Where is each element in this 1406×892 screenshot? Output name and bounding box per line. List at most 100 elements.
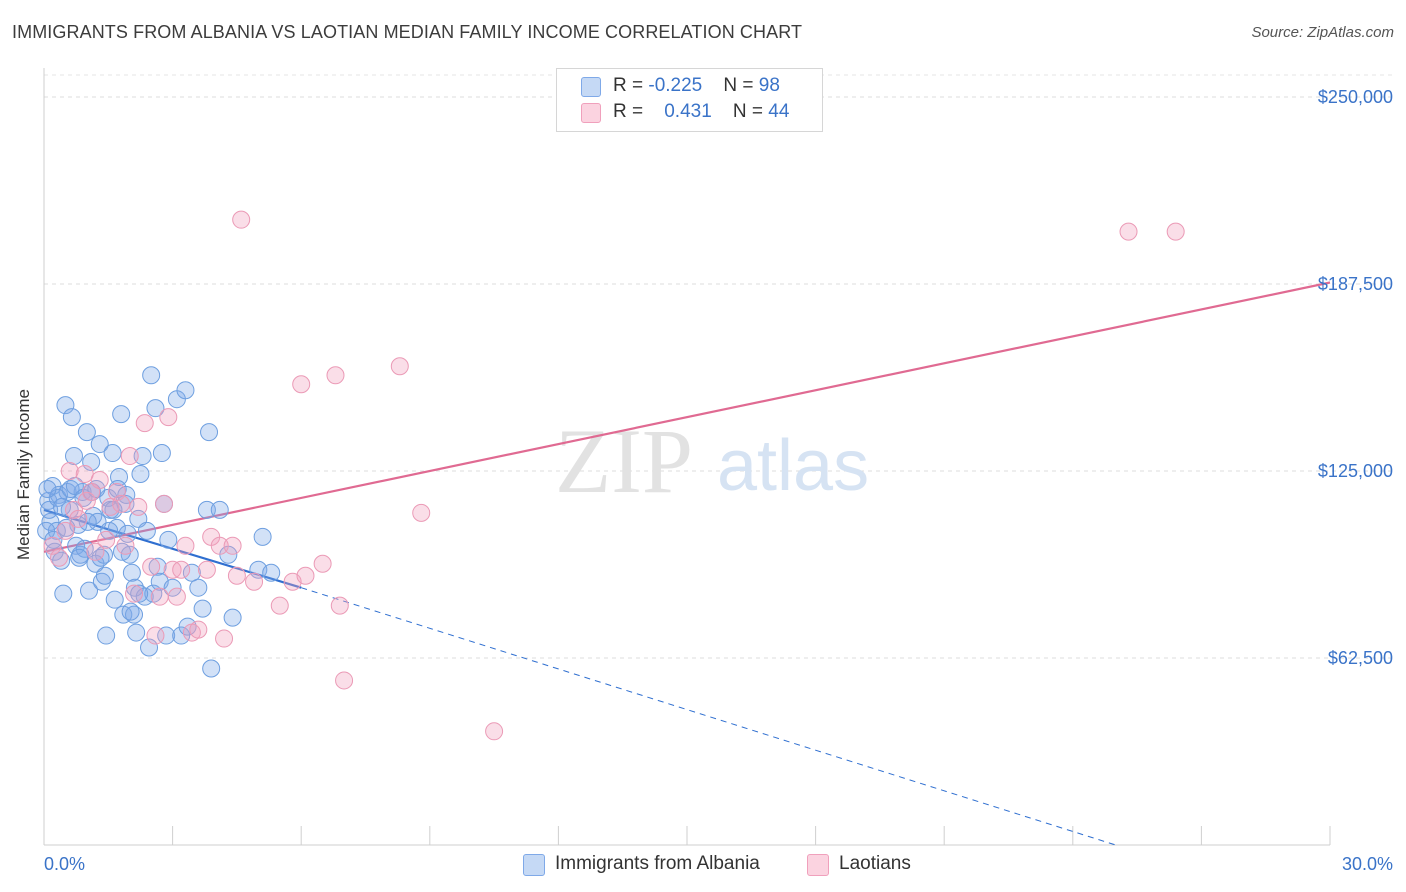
- watermark: ZIP atlas: [555, 410, 869, 512]
- albania-point-39: [122, 563, 141, 582]
- laotian-point-16: [120, 447, 139, 466]
- albania-point-94: [121, 602, 140, 621]
- laotian-point-13: [107, 482, 126, 501]
- laotian-point-11: [97, 530, 116, 549]
- albania-point-92: [113, 542, 132, 561]
- albania-point-56: [159, 530, 178, 549]
- albania-point-88: [95, 566, 114, 585]
- laotian-point-37: [232, 210, 251, 229]
- albania-point-6: [52, 551, 71, 570]
- laotian-point-26: [167, 587, 186, 606]
- y-tick-label-0: $62,500: [1328, 648, 1393, 668]
- albania-point-66: [200, 423, 219, 442]
- laotian-point-5: [69, 509, 88, 528]
- albania-point-97: [38, 479, 57, 498]
- albania-point-11: [62, 408, 81, 427]
- albania-point-68: [210, 500, 229, 519]
- laotian-point-28: [176, 536, 195, 555]
- albania-point-77: [48, 488, 67, 507]
- laotian-point-39: [270, 596, 289, 615]
- laotian-point-38: [245, 572, 264, 591]
- albania-point-60: [176, 381, 195, 400]
- laotian-point-17: [125, 584, 144, 603]
- laotian-point-47: [390, 357, 409, 376]
- laotian-point-12: [101, 497, 120, 516]
- laotian-point-48: [412, 503, 431, 522]
- laotian-point-49: [485, 722, 504, 741]
- trend-lines: [43, 281, 1331, 846]
- albania-point-35: [114, 605, 133, 624]
- albania-point-65: [197, 500, 216, 519]
- axes: [43, 68, 1331, 846]
- legend-n-value-laotians: 44: [768, 101, 790, 122]
- legend-n-value-albania: 98: [758, 75, 780, 96]
- albania-point-31: [105, 590, 124, 609]
- albania-point-78: [53, 497, 72, 516]
- laotian-point-21: [146, 626, 165, 645]
- albania-point-40: [125, 605, 144, 624]
- albania-point-20: [82, 453, 101, 472]
- albania-point-72: [253, 527, 272, 546]
- albania-point-55: [157, 626, 176, 645]
- albania-point-7: [54, 584, 73, 603]
- albania-point-82: [70, 548, 89, 567]
- y-tick-label-1: $125,000: [1318, 461, 1393, 481]
- legend-text-laotians: R = 0.431 N = 44: [613, 101, 790, 122]
- albania-point-27: [97, 626, 116, 645]
- legend-swatch-laotians: [581, 103, 601, 123]
- albania-point-59: [172, 626, 191, 645]
- laotian-point-9: [86, 542, 105, 561]
- chart-source: Source: ZipAtlas.com: [1251, 24, 1394, 41]
- albania-point-76: [44, 530, 63, 549]
- laotian-point-19: [135, 414, 154, 433]
- watermark-zip: ZIP: [555, 410, 693, 512]
- laotian-point-33: [210, 536, 229, 555]
- laotian-point-42: [296, 566, 315, 585]
- albania-point-18: [77, 423, 96, 442]
- albania-point-19: [80, 581, 99, 600]
- albania-point-74: [37, 521, 56, 540]
- laotian-point-44: [326, 366, 345, 385]
- laotian-point-10: [90, 470, 109, 489]
- albania-point-41: [127, 623, 146, 642]
- laotian-point-46: [335, 671, 354, 690]
- laotian-point-2: [56, 521, 75, 540]
- laotian-point-30: [189, 620, 208, 639]
- legend-r-value-albania: -0.225: [648, 75, 703, 96]
- laotian-point-4: [65, 500, 84, 519]
- albania-point-57: [163, 578, 182, 597]
- albania-point-43: [131, 464, 150, 483]
- chart-title: IMMIGRANTS FROM ALBANIA VS LAOTIAN MEDIA…: [12, 22, 803, 42]
- laotian-point-7: [77, 491, 96, 510]
- bottom-legend-swatch-albania: [523, 854, 545, 876]
- watermark-atlas: atlas: [717, 426, 869, 506]
- albania-point-87: [91, 548, 110, 567]
- bottom-legend-swatch-laotians: [807, 854, 829, 876]
- albania-point-67: [202, 659, 221, 678]
- albania-point-63: [189, 578, 208, 597]
- laotian-point-20: [142, 557, 161, 576]
- data-points: [37, 210, 1185, 741]
- laotian-point-36: [227, 566, 246, 585]
- laotian-point-34: [215, 629, 234, 648]
- albania-point-37: [118, 524, 137, 543]
- albania-point-48: [142, 366, 161, 385]
- laotian-point-40: [292, 375, 311, 394]
- y-tick-label-2: $187,500: [1318, 274, 1393, 294]
- albania-point-12: [65, 447, 84, 466]
- albania-point-64: [193, 599, 212, 618]
- y-tick-labels: $62,500 $125,000 $187,500 $250,000: [1318, 87, 1393, 668]
- legend-r-value-laotians: 0.431: [664, 101, 712, 122]
- laotian-point-51: [1166, 222, 1185, 241]
- albania-point-47: [140, 638, 159, 657]
- albania-point-86: [87, 479, 106, 498]
- albania-point-70: [223, 608, 242, 627]
- albania-point-46: [137, 521, 156, 540]
- albania-point-30: [103, 444, 122, 463]
- laotian-point-43: [313, 554, 332, 573]
- laotian-point-50: [1119, 222, 1138, 241]
- y-tick-label-3: $250,000: [1318, 87, 1393, 107]
- albania-point-34: [112, 405, 131, 424]
- laotian-point-31: [197, 560, 216, 579]
- laotian-point-15: [116, 536, 135, 555]
